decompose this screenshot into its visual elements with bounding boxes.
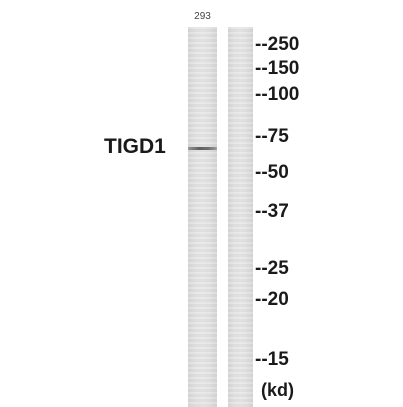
marker-75: --75 [255,126,289,147]
marker-25: --25 [255,258,289,279]
marker-150: --150 [255,58,300,79]
marker-20: --20 [255,289,289,310]
control-lane [228,27,253,407]
marker-37: --37 [255,201,289,222]
sample-lane [188,27,217,407]
lane-label-293: 293 [194,11,211,22]
marker-15: --15 [255,349,289,370]
protein-band [188,147,217,150]
marker-50: --50 [255,162,289,183]
marker-250: --250 [255,34,300,55]
unit-label: (kd) [261,380,294,400]
protein-label: TIGD1 [104,135,166,158]
marker-100: --100 [255,84,300,105]
